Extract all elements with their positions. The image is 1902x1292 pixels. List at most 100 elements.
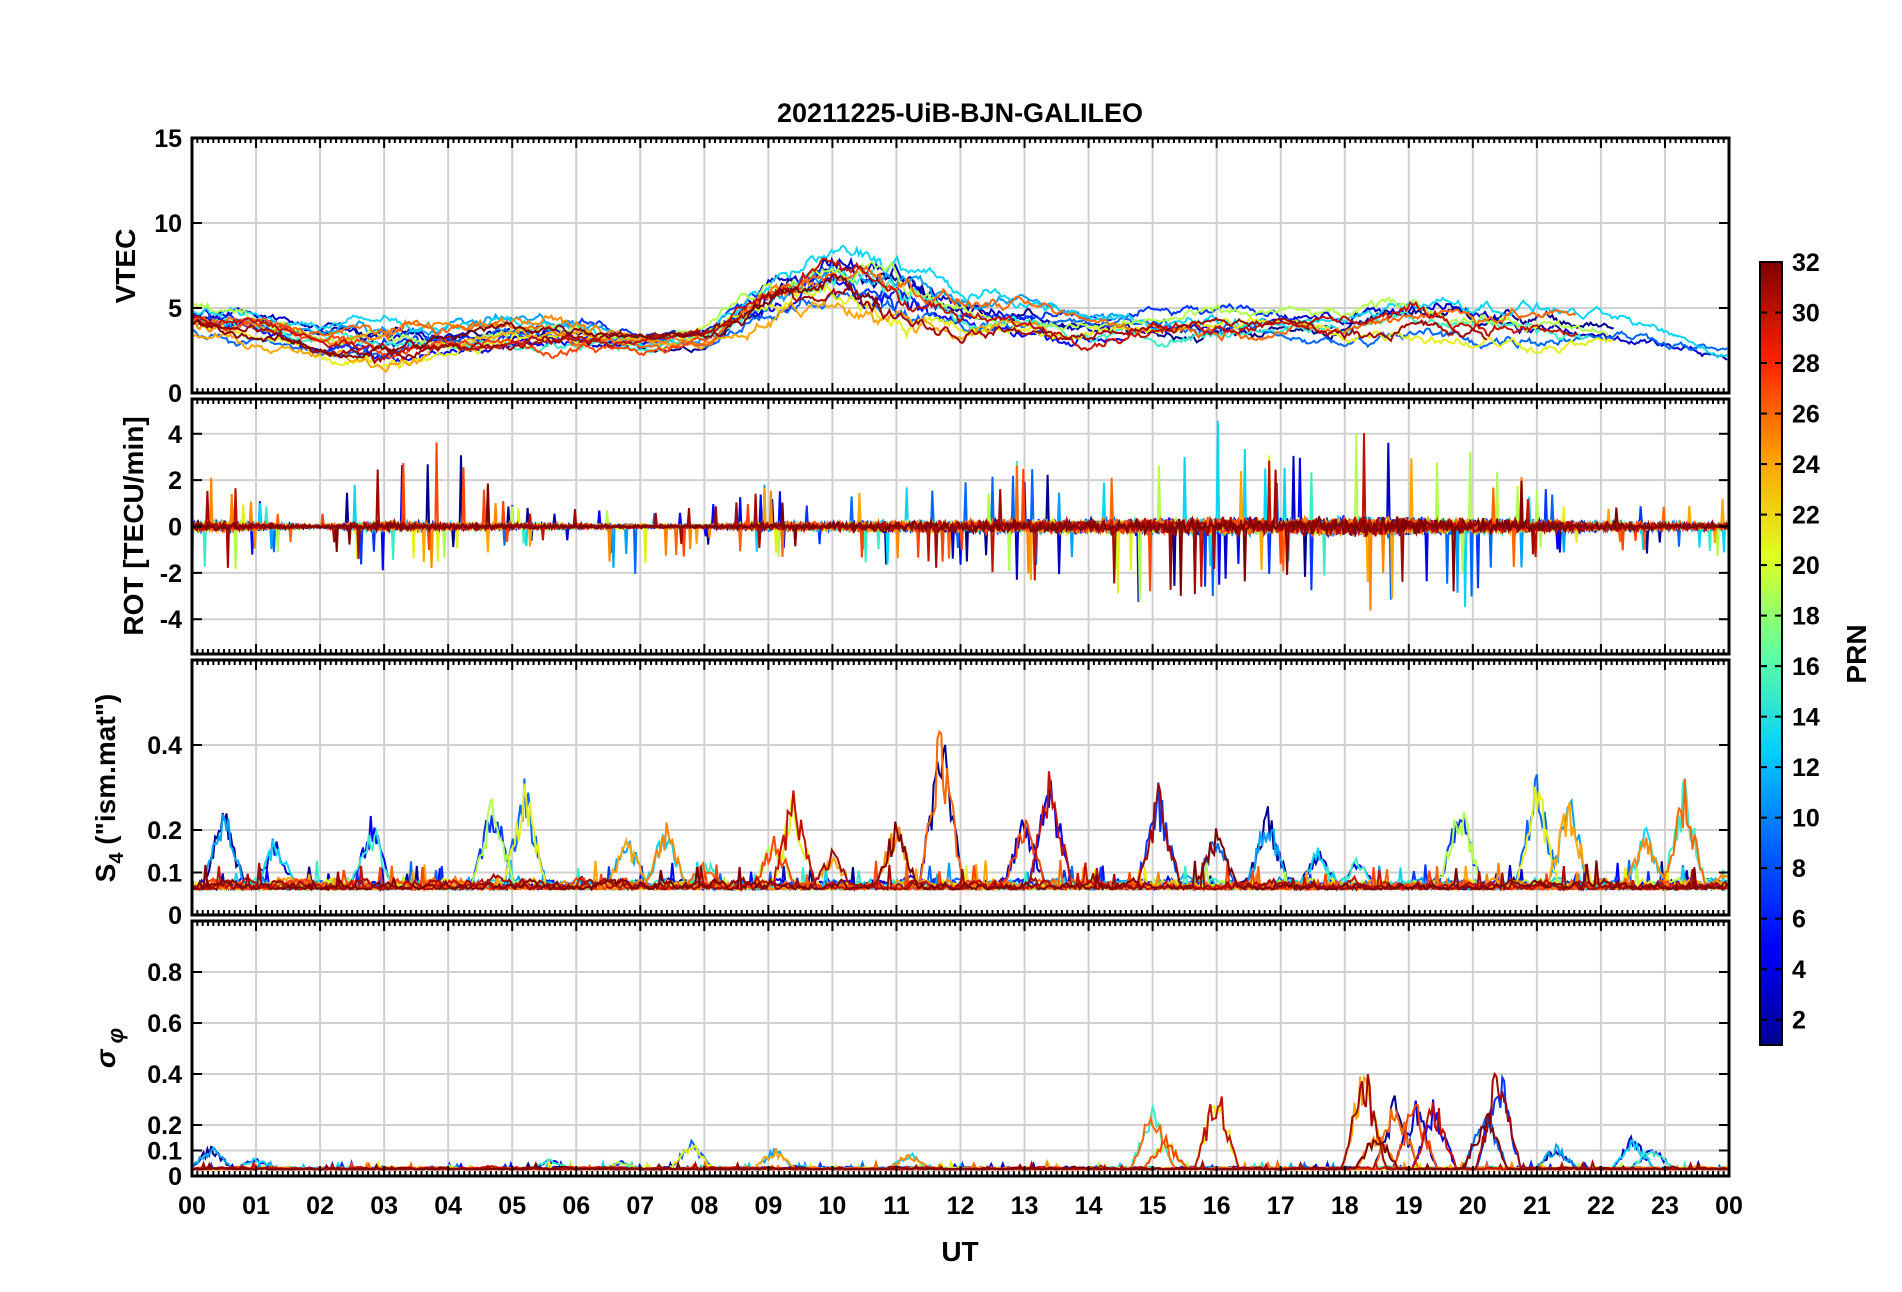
vtec-y-ticks: 0 5 10 15 [154,125,1729,408]
y-axis-labels: VTEC ROT [TECU/min] S4 ("ism.mat") σ φ [90,229,149,1068]
x-tick-label: 03 [370,1192,398,1220]
series-line-prn-13 [192,244,1728,359]
x-tick-label: 01 [242,1192,270,1220]
y-tick-label: 0.4 [147,732,182,760]
colorbar-gradient [1759,261,1783,1046]
colorbar-tick-label: 8 [1792,855,1806,883]
x-tick-label: 00 [1715,1192,1743,1220]
colorbar-tick-label: 16 [1792,653,1820,681]
y-tick-label: 0 [168,514,182,542]
series-line-prn-31 [192,279,1488,365]
x-tick-label: 11 [883,1192,910,1220]
x-tick-label: 05 [498,1192,526,1220]
colorbar-tick-label: 6 [1792,906,1806,934]
y-tick-label: 0 [168,902,182,930]
rot-axis-label: ROT [TECU/min] [118,416,149,635]
colorbar-tick-label: 32 [1792,249,1820,277]
x-tick-label: 23 [1651,1192,1679,1220]
series-line-prn-31 [192,783,1728,892]
y-tick-label: 2 [168,467,182,495]
x-axis-ticks: 00 01 02 03 04 05 06 07 08 09 10 11 12 13 14 15 16 17 18 19… [178,1192,1743,1220]
x-tick-label: 09 [754,1192,782,1220]
s4-series [192,729,1728,893]
colorbar-tick-label: 24 [1792,451,1820,479]
x-tick-label: 02 [306,1192,334,1220]
y-tick-label: 10 [154,210,182,238]
x-tick-label: 07 [626,1192,654,1220]
y-tick-label: 0.2 [147,817,182,845]
x-tick-label: 16 [1203,1192,1231,1220]
x-tick-label: 10 [819,1192,847,1220]
vtec-series [192,244,1728,374]
series-line-prn-33 [192,821,1728,893]
colorbar-tick-label: 4 [1792,956,1806,984]
colorbar-tick-label: 22 [1792,502,1820,530]
panel-rot: -4 -2 0 2 4 [160,397,1731,656]
vtec-minor-ticks [191,138,1730,393]
y-tick-label: 15 [154,125,182,153]
y-tick-label: 4 [168,421,182,449]
x-tick-label: 14 [1075,1192,1103,1220]
y-tick-label: 0.1 [147,860,182,888]
colorbar-tick-label: 28 [1792,350,1820,378]
colorbar-tick-label: 2 [1792,1007,1806,1035]
x-axis-label: UT [941,1236,978,1267]
colorbar-tick-label: 26 [1792,401,1820,429]
sigma-phi-axis-label: σ φ [90,1028,128,1068]
x-tick-label: 04 [434,1192,462,1220]
series-line-prn-33 [192,273,881,359]
x-tick-label: 06 [562,1192,590,1220]
sigma-phi-y-ticks: 00.10.2 0.4 0.6 0.8 [147,959,1729,1191]
panel-vtec: 0 5 10 15 [154,125,1731,408]
y-tick-label: -4 [160,606,182,634]
x-tick-label: 13 [1011,1192,1039,1220]
colorbar-tick-label: 12 [1792,754,1820,782]
s4-axis-label: S4 ("ism.mat") [90,694,128,883]
y-tick-label: 0.6 [147,1010,182,1038]
x-tick-label: 00 [178,1192,206,1220]
x-tick-label: 17 [1267,1192,1295,1220]
series-line-prn-3 [192,256,1728,361]
sigma-phi-minor-ticks [191,921,1730,1176]
x-tick-label: 19 [1395,1192,1423,1220]
rot-minor-ticks [191,399,1730,654]
rot-series [192,420,1729,611]
y-tick-label: 0 [168,380,182,408]
y-tick-label: 0.8 [147,959,182,987]
series-line-prn-21 [192,282,1615,371]
y-tick-label: 0.2 [147,1112,182,1140]
x-tick-label: 21 [1523,1192,1551,1220]
sigma-phi-grid [192,921,1729,1176]
x-tick-label: 18 [1331,1192,1359,1220]
s4-minor-ticks [191,660,1730,915]
series-line-prn-33 [192,480,1729,596]
y-tick-label: 0.4 [147,1061,182,1089]
colorbar-tick-label: 10 [1792,805,1820,833]
rot-y-ticks: -4 -2 0 2 4 [160,421,1729,634]
colorbar-tick-label: 18 [1792,603,1820,631]
x-tick-label: 12 [947,1192,975,1220]
chart-title: 20211225-UiB-BJN-GALILEO [777,98,1143,128]
panel-sigma-phi: 00.10.2 0.4 0.6 0.8 [147,919,1731,1191]
x-tick-label: 22 [1587,1192,1615,1220]
y-tick-label: 0.1 [147,1138,182,1166]
colorbar-tick-label: 14 [1792,704,1820,732]
y-tick-label: 0 [168,1163,182,1191]
vtec-axis-label: VTEC [110,229,141,304]
colorbar-label: PRN [1841,624,1872,683]
x-tick-label: 15 [1139,1192,1167,1220]
panel-s4: 0 0.1 0.2 0.4 [147,658,1731,930]
series-line-prn-26 [192,265,1576,352]
y-tick-label: 5 [168,295,182,323]
x-tick-label: 20 [1459,1192,1487,1220]
series-line-prn-30 [192,257,1578,355]
series-line-prn-27 [192,316,709,360]
s4-y-ticks: 0 0.1 0.2 0.4 [147,732,1729,930]
colorbar-tick-label: 30 [1792,300,1820,328]
colorbar-tick-label: 20 [1792,552,1820,580]
x-tick-label: 08 [690,1192,718,1220]
y-tick-label: -2 [160,560,182,588]
